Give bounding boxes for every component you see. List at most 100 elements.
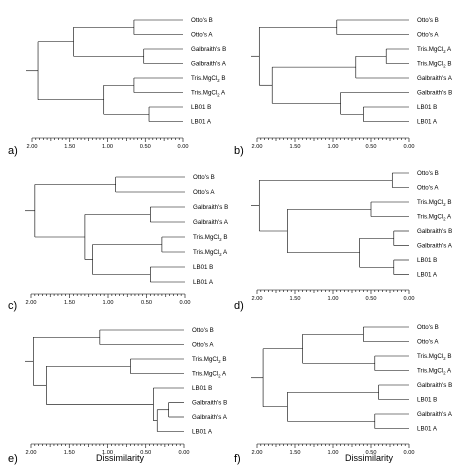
tick-label: 0.00 — [179, 450, 190, 456]
leaf-label: Galbraith's A — [191, 61, 227, 68]
dendrogram-branches — [26, 19, 183, 122]
leaf-label: Tris.MgCl2 A — [417, 214, 452, 222]
leaf-label: Tris.MgCl2 A — [192, 371, 227, 379]
leaf-label: LB01 A — [191, 119, 212, 126]
leaf-label: Galbraith's A — [193, 219, 229, 226]
panel-f: Otto's B Otto's A Tris.MgCl2 B Tris.MgCl2 A… — [234, 314, 474, 471]
leaf-label: Otto's B — [417, 17, 439, 24]
leaf-label: Tris.MgCl2 A — [191, 90, 226, 98]
tick-label: 0.50 — [366, 296, 377, 302]
leaf-label: LB01 B — [193, 264, 213, 271]
dendrogram-branches — [251, 326, 409, 429]
dendrogram-plot-b: Otto's B Otto's A Tris.MgCl2 A Tris.MgCl2 B… — [251, 17, 453, 150]
tick-label: 0.00 — [178, 144, 189, 150]
leaf-label: LB01 A — [417, 272, 438, 279]
leaf-label: Galbraith's B — [193, 204, 228, 211]
panel-label-b: b) — [234, 145, 244, 157]
panel-label-e: e) — [8, 453, 18, 465]
panel-d: Otto's B Otto's A Tris.MgCl2 B Tris.MgCl2 A… — [234, 157, 474, 314]
x-axis — [30, 293, 186, 298]
leaf-label: Tris.MgCl2 B — [417, 353, 451, 361]
dendrogram-branches — [251, 19, 409, 122]
leaf-label: Galbraith's A — [417, 411, 453, 418]
tick-label: 1.00 — [102, 144, 113, 150]
dendrogram-plot-a: Otto's B Otto's A Galbraith's B Galbraith's… — [26, 17, 227, 150]
tick-label: 1.00 — [328, 450, 339, 456]
tick-label: 1.50 — [64, 450, 75, 456]
x-axis — [30, 443, 185, 448]
tick-label: 1.00 — [102, 450, 113, 456]
dendrogram-branches — [25, 176, 185, 283]
tick-label: 1.50 — [64, 144, 75, 150]
leaf-label: Galbraith's A — [417, 75, 453, 82]
tick-label: 2.00 — [252, 296, 263, 302]
leaf-label: Otto's A — [193, 189, 215, 196]
tick-label: 2.00 — [26, 450, 37, 456]
leaf-label: LB01 A — [193, 279, 214, 286]
tick-label: 1.50 — [290, 144, 301, 150]
tick-label: 0.00 — [404, 296, 415, 302]
leaf-label: Tris.MgCl2 B — [417, 199, 451, 207]
tick-label: 2.00 — [26, 300, 37, 306]
panel-label-d: d) — [234, 300, 244, 312]
leaf-label: Galbraith's B — [417, 90, 452, 97]
tick-label: 1.50 — [290, 296, 301, 302]
leaf-label: Otto's B — [191, 17, 213, 24]
panel-label-f: f) — [234, 453, 241, 465]
x-axis — [256, 443, 410, 448]
panel-e: Otto's B Otto's A Tris.MgCl2 B Tris.MgCl2 A… — [0, 314, 237, 471]
panel-a: Otto's B Otto's A Galbraith's B Galbraith's… — [0, 0, 237, 157]
tick-label: 0.00 — [404, 450, 415, 456]
leaf-label: Otto's B — [417, 170, 439, 177]
leaf-label: Galbraith's A — [192, 414, 228, 421]
leaf-label: Tris.MgCl2 B — [192, 356, 226, 364]
panel-b: Otto's B Otto's A Tris.MgCl2 A Tris.MgCl2 B… — [234, 0, 474, 157]
x-axis — [256, 289, 410, 294]
leaf-label: Otto's A — [417, 339, 439, 346]
dendrogram-plot-c: Otto's B Otto's A Galbraith's B Galbraith's… — [25, 174, 229, 306]
dendrogram-plot-e: Otto's B Otto's A Tris.MgCl2 B Tris.MgCl2 A… — [25, 327, 228, 456]
leaf-label: Otto's B — [192, 327, 214, 334]
tick-label: 1.00 — [328, 296, 339, 302]
leaf-label: Tris.MgCl2 A — [417, 368, 452, 376]
x-axis-label-f: Dissimilarity — [345, 453, 393, 463]
leaf-label: Galbraith's B — [417, 228, 452, 235]
x-axis — [31, 137, 184, 142]
leaf-label: LB01 B — [191, 104, 211, 111]
tick-label: 0.50 — [366, 450, 377, 456]
leaf-label: LB01 A — [417, 119, 438, 126]
tick-label: 1.50 — [64, 300, 75, 306]
tick-label: 0.50 — [140, 450, 151, 456]
leaf-label: LB01 B — [192, 385, 212, 392]
tick-label: 0.50 — [141, 300, 152, 306]
tick-label: 1.00 — [328, 144, 339, 150]
leaf-label: Otto's A — [191, 32, 213, 39]
leaf-label: Tris.MgCl2 B — [191, 75, 225, 83]
dendrogram-plot-f: Otto's B Otto's A Tris.MgCl2 B Tris.MgCl2 A… — [251, 324, 453, 456]
leaf-label: Galbraith's B — [192, 400, 227, 407]
leaf-label: Otto's A — [417, 32, 439, 39]
x-axis — [256, 137, 410, 142]
leaf-label: LB01 B — [417, 257, 437, 264]
leaf-label: Galbraith's B — [191, 46, 226, 53]
x-axis-label-e: Dissimilarity — [96, 453, 144, 463]
tick-label: 2.00 — [27, 144, 38, 150]
leaf-label: Galbraith's A — [417, 243, 453, 250]
leaf-label: Tris.MgCl2 B — [193, 234, 227, 242]
leaf-label: LB01 A — [417, 426, 438, 433]
leaf-label: LB01 B — [417, 104, 437, 111]
panel-label-c: c) — [8, 300, 18, 312]
leaf-label: Tris.MgCl2 B — [417, 61, 451, 69]
tick-label: 0.50 — [140, 144, 151, 150]
dendrogram-branches — [251, 172, 409, 275]
leaf-label: Otto's B — [193, 174, 215, 181]
leaf-label: LB01 B — [417, 397, 437, 404]
leaf-label: Otto's B — [417, 324, 439, 331]
leaf-label: Otto's A — [417, 185, 439, 192]
leaf-label: Tris.MgCl2 A — [193, 249, 228, 257]
leaf-label: Galbraith's B — [417, 382, 452, 389]
tick-label: 0.00 — [404, 144, 415, 150]
leaf-label: LB01 A — [192, 429, 213, 436]
leaf-label: Tris.MgCl2 A — [417, 46, 452, 54]
